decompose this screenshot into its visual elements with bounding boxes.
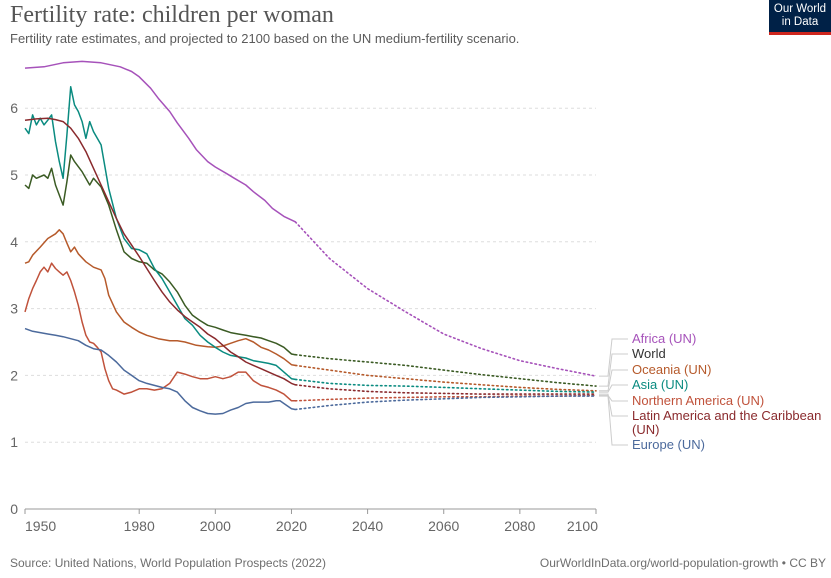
legend-connector — [599, 395, 628, 446]
series-projection-line[interactable] — [294, 221, 597, 377]
series-projection-line[interactable] — [294, 384, 597, 395]
series-projection-line[interactable] — [294, 395, 597, 411]
y-tick-label: 0 — [10, 501, 18, 517]
legend-connector — [599, 384, 628, 393]
series-projection-line[interactable] — [294, 378, 597, 393]
x-tick-label: 2100 — [567, 518, 598, 534]
legend-label[interactable]: Oceania (UN) — [632, 362, 711, 377]
legend-label[interactable]: World — [632, 346, 666, 361]
series-lines — [24, 60, 597, 415]
x-tick-label: 2020 — [276, 518, 307, 534]
legend-connector — [599, 393, 628, 417]
series-estimate-line[interactable] — [24, 117, 296, 386]
source-note: Source: United Nations, World Population… — [10, 556, 326, 570]
legend-label[interactable]: Latin America and the Caribbean — [632, 408, 821, 423]
legend-label[interactable]: Africa (UN) — [632, 331, 696, 346]
x-tick-label: 2060 — [428, 518, 459, 534]
y-tick-label: 2 — [10, 367, 18, 383]
series-estimate-line[interactable] — [24, 154, 296, 356]
x-tick-label: 1950 — [25, 518, 56, 534]
series-estimate-line[interactable] — [24, 262, 296, 402]
chart-subtitle: Fertility rate estimates, and projected … — [10, 31, 520, 46]
axes: 0 1 2 3 4 5 6 1950 1980 2000 2020 2040 2060 2080 2100 — [10, 100, 598, 534]
series-estimate-line[interactable] — [24, 60, 296, 223]
series-projection-line[interactable] — [294, 353, 597, 387]
series-projection-line[interactable] — [294, 394, 597, 402]
series-estimate-line[interactable] — [24, 86, 296, 381]
legend-label[interactable]: Asia (UN) — [632, 377, 688, 392]
y-tick-label: 1 — [10, 434, 18, 450]
grid-lines — [25, 107, 596, 443]
y-tick-label: 5 — [10, 167, 18, 183]
y-tick-label: 4 — [10, 234, 18, 250]
chart-title: Fertility rate: children per woman — [10, 2, 334, 28]
legend-connector — [599, 353, 628, 387]
x-tick-label: 2000 — [200, 518, 231, 534]
x-tick-label: 2040 — [352, 518, 383, 534]
credit-link[interactable]: OurWorldInData.org/world-population-grow… — [539, 556, 826, 570]
logo-accent-bar — [769, 32, 831, 35]
logo-line-1: Our World — [773, 3, 827, 15]
series-estimate-line[interactable] — [24, 229, 296, 367]
logo-line-2: in Data — [781, 16, 819, 28]
legend-connector — [599, 394, 628, 402]
x-tick-label: 2080 — [504, 518, 535, 534]
y-tick-label: 6 — [10, 100, 18, 116]
legend-label[interactable]: Northern America (UN) — [632, 393, 764, 408]
legend-label[interactable]: Europe (UN) — [632, 437, 705, 452]
legend-connector — [599, 338, 628, 377]
legend-label-line2[interactable]: (UN) — [632, 422, 659, 437]
legend-connector — [599, 369, 628, 392]
owid-logo[interactable]: Our World in Data — [769, 0, 831, 35]
x-tick-label: 1980 — [124, 518, 155, 534]
series-estimate-line[interactable] — [24, 327, 296, 415]
y-tick-label: 3 — [10, 301, 18, 317]
series-projection-line[interactable] — [294, 364, 597, 392]
